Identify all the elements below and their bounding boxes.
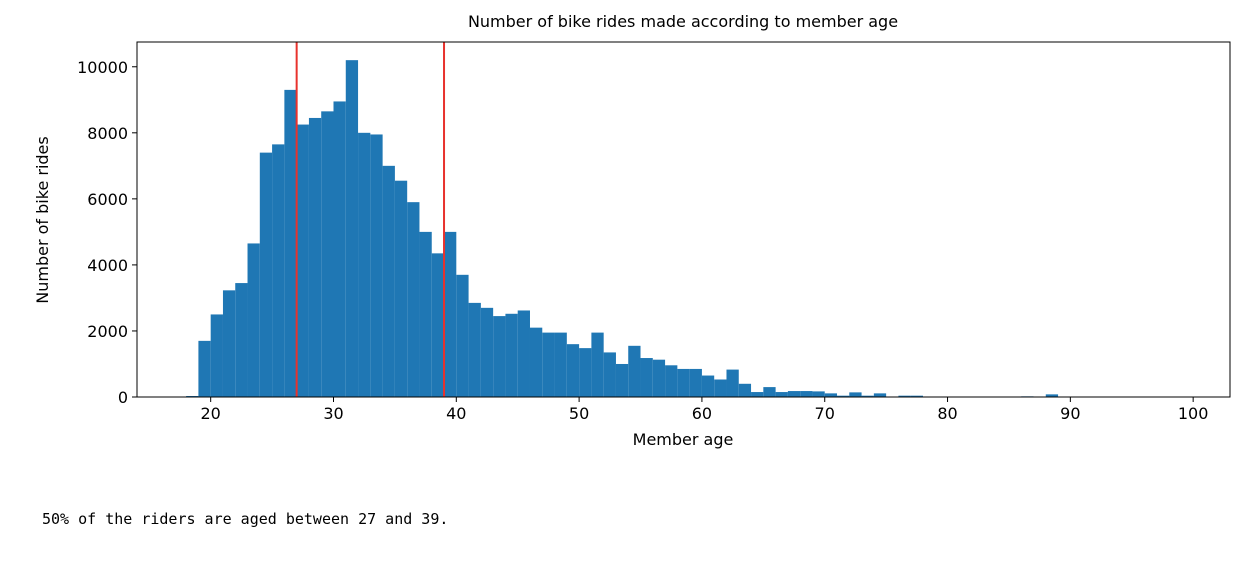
bar	[1045, 394, 1059, 397]
bar	[763, 387, 776, 397]
x-tick-label: 90	[1060, 404, 1080, 423]
bar	[529, 327, 543, 397]
y-tick-label: 10000	[77, 58, 128, 77]
bar	[542, 332, 555, 397]
bar	[407, 202, 420, 397]
bar	[480, 307, 494, 397]
bar	[812, 391, 825, 397]
bar	[308, 117, 322, 397]
bar	[689, 368, 702, 397]
bar	[898, 395, 911, 397]
y-tick-label: 2000	[87, 322, 128, 341]
bar	[701, 375, 715, 397]
bar	[652, 359, 666, 397]
chart: Number of bike rides made according to m…	[33, 12, 1231, 449]
bar	[775, 392, 788, 397]
bar	[566, 344, 580, 397]
bar	[726, 369, 739, 397]
bar	[456, 274, 469, 397]
bar	[296, 124, 309, 397]
bar	[321, 111, 334, 397]
bar	[431, 253, 445, 397]
bar	[345, 60, 359, 398]
bar	[284, 89, 297, 397]
y-tick-label: 6000	[87, 190, 128, 209]
x-tick-label: 100	[1178, 404, 1209, 423]
bar	[517, 310, 530, 397]
bar	[222, 290, 236, 397]
plot-frame	[136, 41, 1231, 398]
y-axis-label: Number of bike rides	[33, 136, 52, 303]
x-tick-label: 20	[201, 404, 221, 423]
bar	[493, 316, 506, 397]
bar	[849, 392, 862, 397]
output-text: 50% of the riders are aged between 27 an…	[42, 510, 449, 528]
bar	[677, 368, 690, 397]
bar	[615, 363, 629, 397]
bar	[247, 243, 260, 397]
x-tick-label: 50	[569, 404, 589, 423]
bar	[333, 101, 346, 397]
bar	[800, 391, 813, 397]
y-tick-label: 8000	[87, 124, 128, 143]
chart-title: Number of bike rides made according to m…	[468, 12, 898, 31]
bar	[579, 348, 592, 397]
bar	[591, 332, 604, 397]
bar	[210, 314, 223, 397]
bar	[370, 134, 383, 397]
bar	[738, 383, 752, 397]
bar	[259, 152, 273, 397]
x-axis-label: Member age	[633, 430, 734, 449]
bar	[751, 392, 764, 397]
x-tick-label: 60	[692, 404, 712, 423]
bar	[628, 345, 641, 397]
bar	[910, 395, 923, 397]
bar	[603, 352, 616, 397]
y-tick-label: 0	[118, 388, 128, 407]
bar	[861, 395, 874, 397]
bar	[394, 180, 408, 397]
bar	[873, 393, 887, 397]
x-tick-label: 70	[815, 404, 835, 423]
y-tick-label: 4000	[87, 256, 128, 275]
bar	[468, 302, 481, 397]
bar	[198, 340, 211, 397]
x-tick-label: 80	[937, 404, 957, 423]
bar	[235, 283, 248, 397]
bar	[714, 379, 727, 397]
bar	[444, 231, 457, 397]
x-tick-label: 30	[323, 404, 343, 423]
bar	[505, 313, 518, 397]
bar	[837, 395, 850, 397]
bar	[554, 332, 567, 397]
bar	[272, 144, 285, 397]
bar	[665, 365, 678, 397]
bar	[419, 231, 432, 397]
x-tick-label: 40	[446, 404, 466, 423]
bar	[640, 358, 653, 397]
bar	[358, 132, 371, 397]
bar	[382, 165, 395, 397]
bar	[824, 393, 838, 397]
bar	[787, 391, 801, 397]
